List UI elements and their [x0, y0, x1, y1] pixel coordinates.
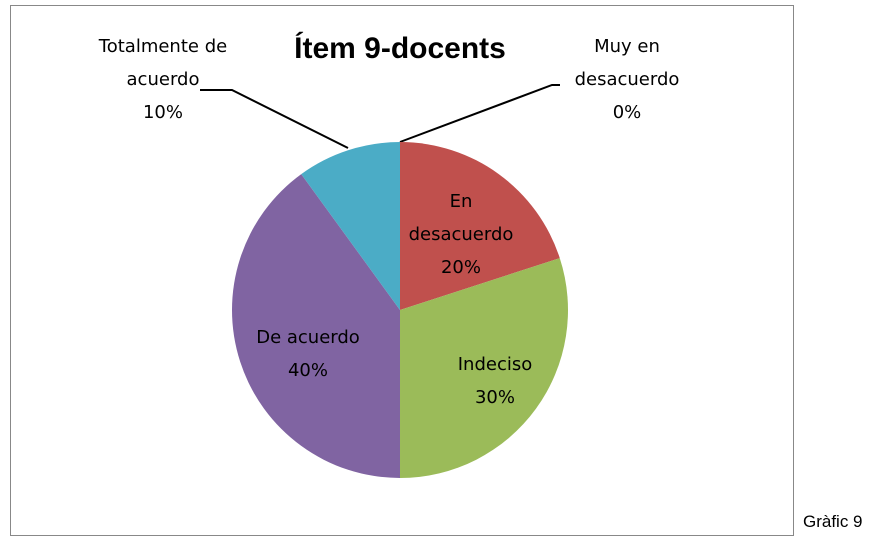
category-label: En desacuerdo [408, 191, 514, 245]
data-label: De acuerdo 40% [238, 321, 378, 387]
pie-slice [400, 258, 568, 478]
category-label: Indeciso [457, 354, 533, 375]
leader-line [200, 89, 349, 149]
pie-slice [231, 174, 400, 478]
value-label: 20% [440, 257, 481, 278]
data-label: Indeciso 30% [430, 348, 560, 414]
value-label: 30% [474, 387, 515, 408]
chart-frame [10, 5, 794, 536]
chart-title: Ítem 9-docents [294, 32, 506, 65]
value-label: 0% [612, 102, 642, 123]
data-label: Totalmente de acuerdo 10% [88, 30, 238, 129]
category-label: De acuerdo [256, 327, 360, 348]
value-label: 10% [142, 102, 183, 123]
caption: Gràfic 9 [803, 512, 863, 531]
pie-slice [400, 142, 560, 310]
data-label: En desacuerdo 20% [402, 185, 520, 284]
pie-slice [301, 142, 400, 310]
data-label: Muy en desacuerdo 0% [572, 30, 682, 129]
leader-line [399, 84, 560, 143]
category-label: Totalmente de acuerdo [98, 36, 228, 90]
category-label: Muy en desacuerdo [574, 36, 680, 90]
value-label: 40% [287, 360, 328, 381]
